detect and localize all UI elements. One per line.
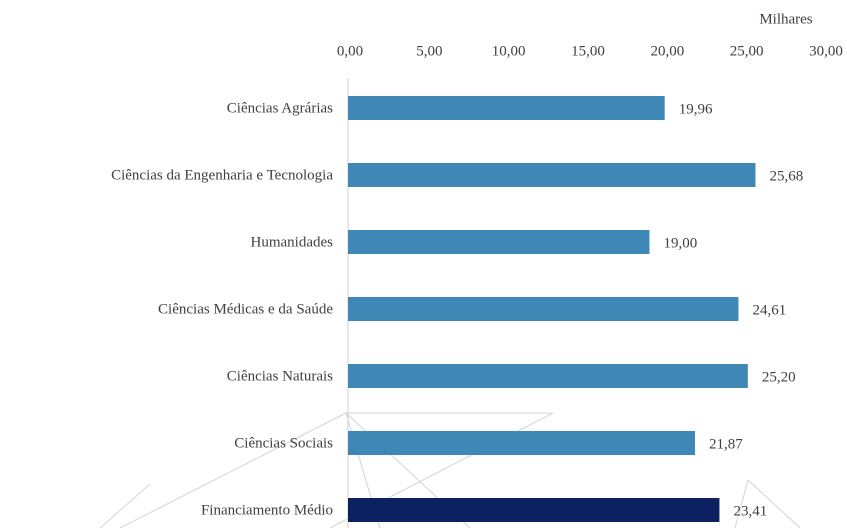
bar bbox=[348, 498, 720, 522]
bar bbox=[348, 230, 650, 254]
data-label: 25,20 bbox=[762, 369, 796, 385]
data-label: 19,00 bbox=[663, 235, 697, 251]
bar bbox=[348, 364, 748, 388]
x-tick-label: 10,00 bbox=[492, 43, 526, 59]
data-label: 24,61 bbox=[752, 302, 786, 318]
artifact-line bbox=[119, 412, 347, 528]
data-label: 25,68 bbox=[769, 168, 803, 184]
y-tick-label: Ciências Sociais bbox=[234, 435, 333, 451]
y-tick-label: Ciências Agrárias bbox=[227, 100, 333, 116]
x-tick-label: 0,00 bbox=[337, 43, 363, 59]
bar bbox=[348, 163, 756, 187]
y-tick-label: Ciências Médicas e da Saúde bbox=[158, 301, 333, 317]
data-label: 21,87 bbox=[709, 436, 743, 452]
bar bbox=[348, 96, 665, 120]
artifact-line bbox=[99, 483, 151, 528]
axis-unit-label: Milhares bbox=[759, 11, 812, 27]
bar bbox=[348, 297, 739, 321]
y-tick-label: Financiamento Médio bbox=[201, 502, 333, 518]
x-tick-label: 15,00 bbox=[571, 43, 605, 59]
y-tick-label: Ciências da Engenharia e Tecnologia bbox=[111, 167, 333, 183]
x-tick-label: 5,00 bbox=[416, 43, 442, 59]
x-tick-label: 20,00 bbox=[650, 43, 684, 59]
artifact-line bbox=[734, 479, 749, 528]
artifact-line bbox=[747, 479, 801, 528]
x-tick-label: 25,00 bbox=[730, 43, 764, 59]
y-tick-label: Ciências Naturais bbox=[227, 368, 333, 384]
bar bbox=[348, 431, 696, 455]
data-label: 19,96 bbox=[679, 101, 713, 117]
y-tick-label: Humanidades bbox=[251, 234, 334, 250]
x-tick-label: 30,00 bbox=[809, 43, 843, 59]
data-label: 23,41 bbox=[733, 503, 767, 519]
